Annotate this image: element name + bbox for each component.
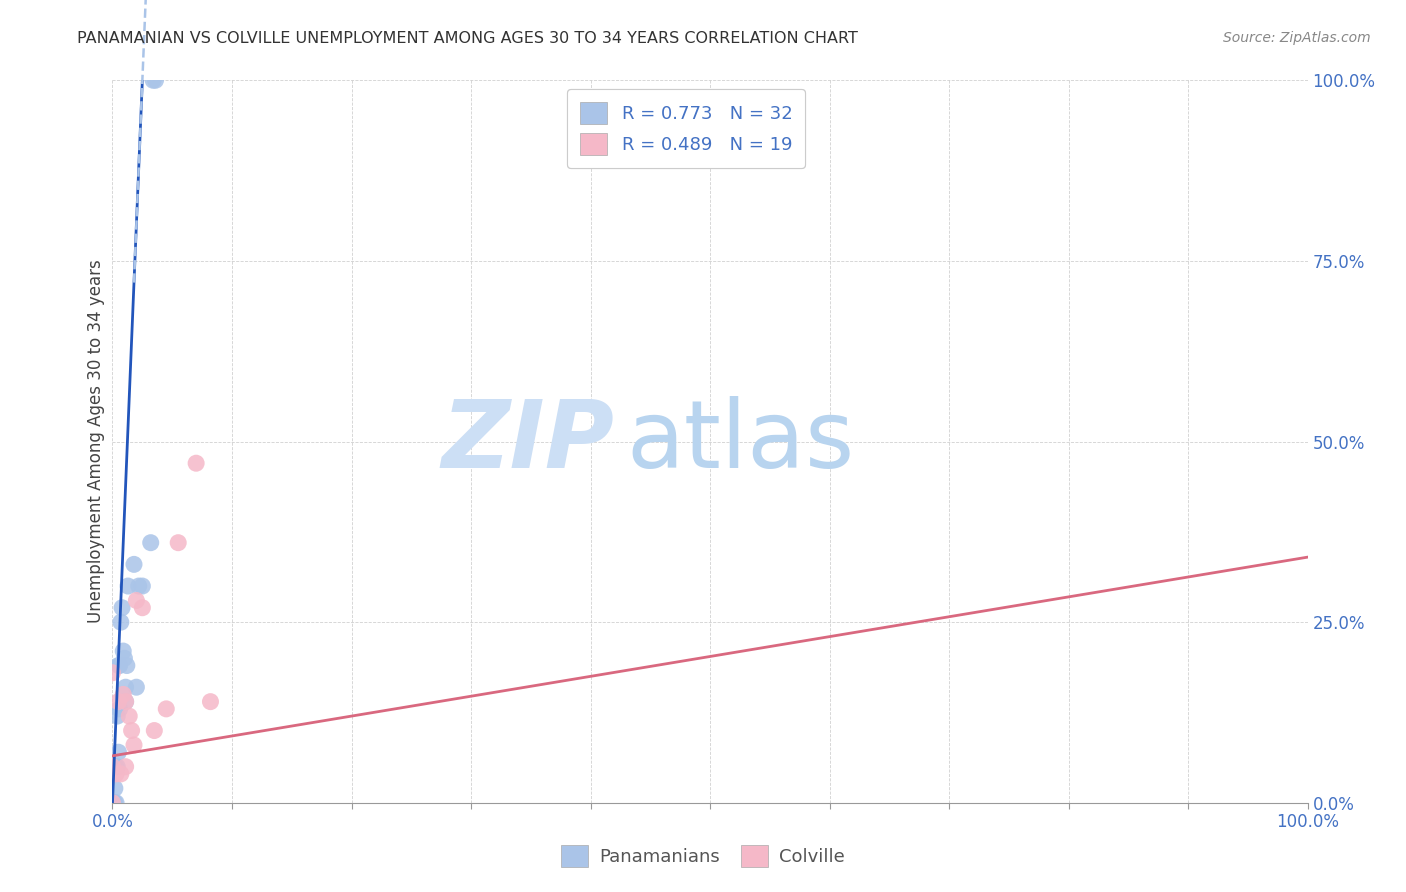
Point [186, 456, 208, 470]
Legend: Panamanians, Colville: Panamanians, Colville [554, 838, 852, 874]
Point [101, 796, 124, 810]
Text: PANAMANIAN VS COLVILLE UNEMPLOYMENT AMONG AGES 30 TO 34 YEARS CORRELATION CHART: PANAMANIAN VS COLVILLE UNEMPLOYMENT AMON… [77, 31, 858, 46]
Point [118, 709, 141, 723]
Point [112, 644, 135, 658]
Point [107, 695, 129, 709]
Point [143, 723, 166, 738]
Point [125, 680, 148, 694]
Point [122, 738, 145, 752]
Point [117, 579, 139, 593]
Legend: R = 0.773   N = 32, R = 0.489   N = 19: R = 0.773 N = 32, R = 0.489 N = 19 [568, 89, 804, 168]
Point [139, 535, 162, 549]
Point [111, 600, 134, 615]
Point [101, 665, 124, 680]
Point [108, 702, 131, 716]
Point [142, 73, 165, 87]
Point [145, 73, 167, 87]
Point [105, 709, 128, 723]
Point [101, 796, 124, 810]
Point [200, 695, 222, 709]
Point [101, 796, 124, 810]
Point [125, 593, 148, 607]
Point [114, 680, 136, 694]
Point [104, 781, 127, 796]
Y-axis label: Unemployment Among Ages 30 to 34 years: Unemployment Among Ages 30 to 34 years [87, 260, 105, 624]
Point [131, 600, 153, 615]
Point [101, 760, 124, 774]
Point [114, 760, 136, 774]
Point [110, 615, 132, 630]
Point [101, 796, 124, 810]
Point [104, 796, 127, 810]
Point [101, 796, 124, 810]
Point [107, 745, 129, 759]
Point [110, 767, 132, 781]
Point [105, 760, 128, 774]
Point [112, 687, 135, 701]
Point [105, 796, 128, 810]
Point [167, 535, 190, 549]
Point [114, 651, 135, 665]
Point [105, 760, 128, 774]
Point [114, 695, 136, 709]
Point [105, 767, 128, 781]
Text: Source: ZipAtlas.com: Source: ZipAtlas.com [1223, 31, 1371, 45]
Point [114, 695, 136, 709]
Text: ZIP: ZIP [441, 395, 614, 488]
Point [122, 558, 145, 572]
Point [115, 658, 138, 673]
Point [108, 658, 131, 673]
Point [128, 579, 150, 593]
Point [121, 723, 143, 738]
Point [101, 796, 124, 810]
Point [155, 702, 177, 716]
Point [103, 796, 125, 810]
Point [103, 796, 125, 810]
Text: atlas: atlas [627, 395, 855, 488]
Point [107, 658, 129, 673]
Point [131, 579, 153, 593]
